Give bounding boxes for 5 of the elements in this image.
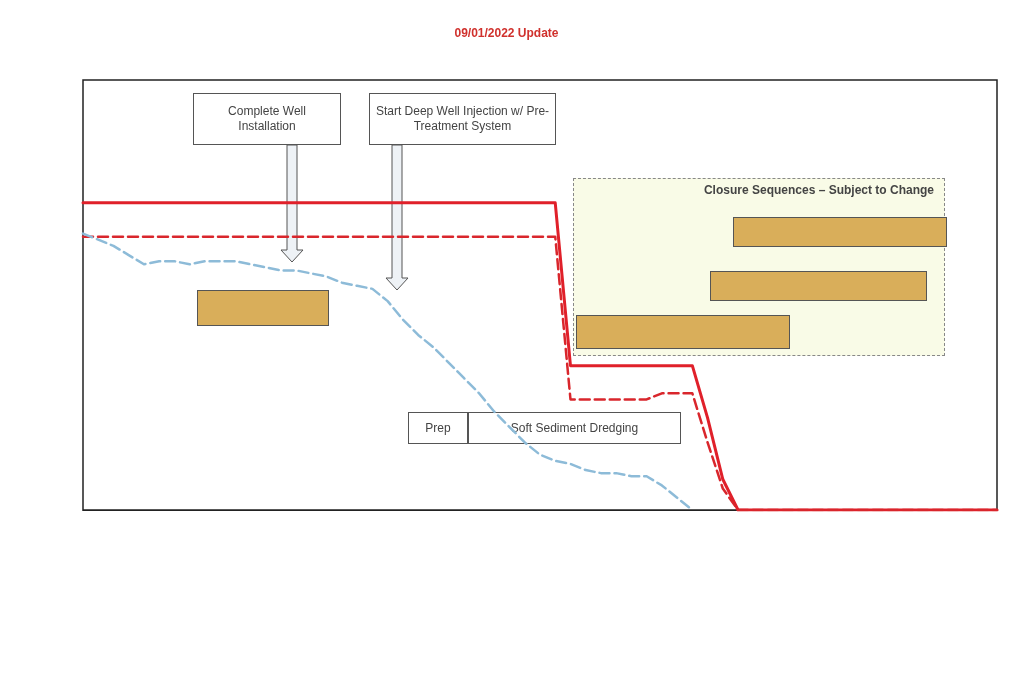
text-box: Soft Sediment Dredging [468,412,681,444]
text-box: Complete Well Installation [193,93,341,145]
text-box: Start Deep Well Injection w/ Pre-Treatment System [369,93,556,145]
text-box: Prep [408,412,468,444]
chart-title: 09/01/2022 Update [454,26,559,40]
